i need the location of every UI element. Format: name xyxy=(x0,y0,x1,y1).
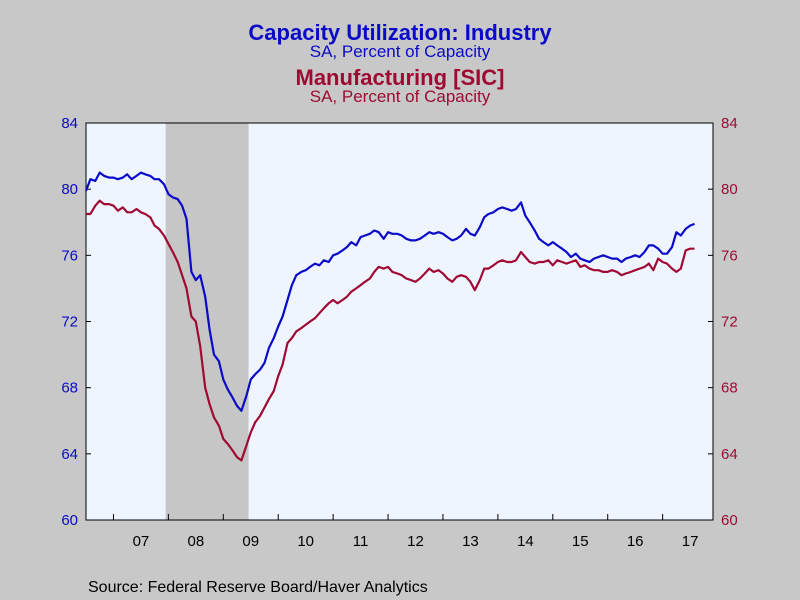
y-right-tick-label: 64 xyxy=(721,446,738,463)
series-line-industry xyxy=(84,171,695,412)
y-right-tick-label: 76 xyxy=(721,247,738,264)
x-tick-label: 14 xyxy=(517,533,534,550)
chart-subtitle-manufacturing: SA, Percent of Capacity xyxy=(309,87,491,106)
y-left-tick-label: 80 xyxy=(61,181,78,198)
y-left-tick-label: 60 xyxy=(61,512,78,529)
y-left-tick-label: 64 xyxy=(61,446,78,463)
x-tick-label: 09 xyxy=(242,533,259,550)
source-note: Source: Federal Reserve Board/Haver Anal… xyxy=(88,579,428,596)
chart-subtitle-industry: SA, Percent of Capacity xyxy=(309,42,491,61)
x-tick-label: 13 xyxy=(462,533,479,550)
y-right-tick-label: 72 xyxy=(721,314,738,331)
y-left-tick-label: 72 xyxy=(61,314,78,331)
y-left-tick-label: 68 xyxy=(61,380,78,397)
x-tick-label: 17 xyxy=(682,533,699,550)
y-right-tick-label: 60 xyxy=(721,512,738,529)
x-tick-label: 07 xyxy=(133,533,150,550)
x-tick-label: 08 xyxy=(187,533,204,550)
x-tick-label: 11 xyxy=(353,533,369,550)
x-tick-label: 16 xyxy=(627,533,644,550)
x-tick-label: 15 xyxy=(572,533,589,550)
chart-title-manufacturing: Manufacturing [SIC] xyxy=(295,65,505,90)
y-left-tick-label: 76 xyxy=(61,247,78,264)
chart-title-industry: Capacity Utilization: Industry xyxy=(248,20,552,45)
y-left-tick-label: 84 xyxy=(61,115,78,132)
y-right-tick-label: 84 xyxy=(721,115,738,132)
recession-band xyxy=(165,123,249,520)
x-tick-label: 12 xyxy=(407,533,424,550)
series-line-manufacturing xyxy=(86,199,695,462)
y-right-tick-label: 68 xyxy=(721,380,738,397)
y-right-tick-label: 80 xyxy=(721,181,738,198)
x-tick-label: 10 xyxy=(297,533,314,550)
